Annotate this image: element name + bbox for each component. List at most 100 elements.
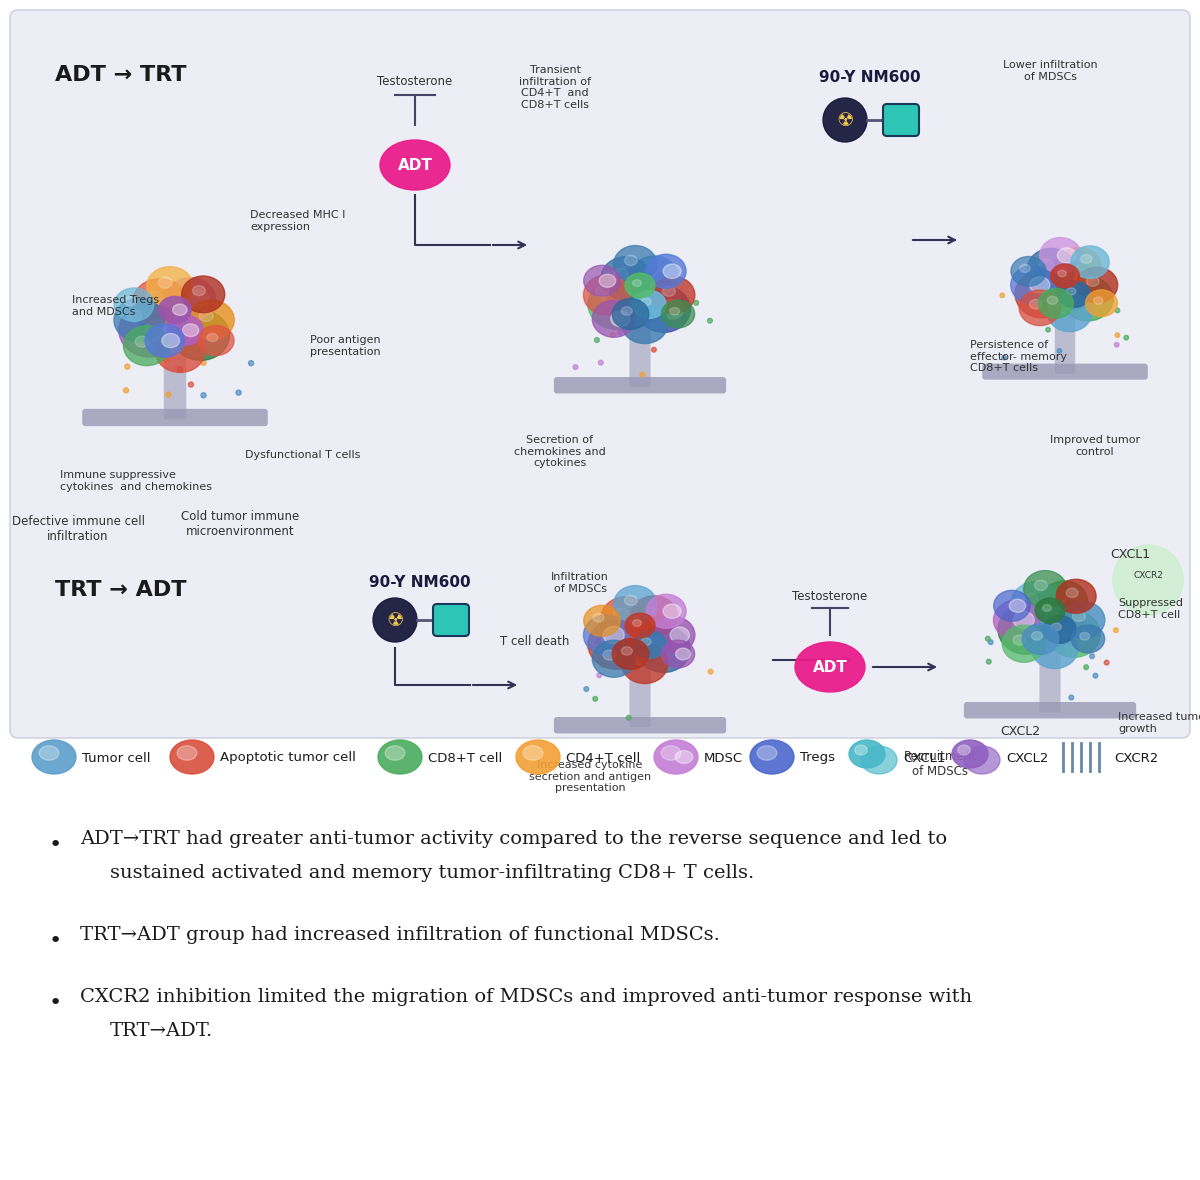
Text: Tumor cell: Tumor cell xyxy=(82,752,150,765)
Text: CXCR2: CXCR2 xyxy=(1114,752,1158,765)
Circle shape xyxy=(617,330,622,335)
Ellipse shape xyxy=(1062,602,1105,638)
FancyBboxPatch shape xyxy=(163,343,186,419)
Text: Increased Tregs
and MDSCs: Increased Tregs and MDSCs xyxy=(72,295,160,316)
Ellipse shape xyxy=(1049,273,1068,287)
Text: 90-Y NM600: 90-Y NM600 xyxy=(370,575,470,590)
Ellipse shape xyxy=(862,746,898,774)
Ellipse shape xyxy=(654,740,698,774)
Circle shape xyxy=(640,372,644,376)
Ellipse shape xyxy=(635,283,665,307)
Ellipse shape xyxy=(958,745,971,755)
Ellipse shape xyxy=(1056,579,1096,614)
Ellipse shape xyxy=(1010,256,1046,286)
Circle shape xyxy=(596,640,601,644)
Ellipse shape xyxy=(612,299,649,329)
Ellipse shape xyxy=(1039,237,1081,273)
Text: CD8+T cell: CD8+T cell xyxy=(428,752,503,765)
Ellipse shape xyxy=(643,267,656,277)
Ellipse shape xyxy=(637,286,690,333)
Ellipse shape xyxy=(624,596,637,605)
Ellipse shape xyxy=(1024,594,1038,605)
Ellipse shape xyxy=(516,740,560,774)
Text: 90-Y NM600: 90-Y NM600 xyxy=(820,70,920,85)
Ellipse shape xyxy=(664,264,682,278)
Circle shape xyxy=(1124,335,1128,340)
Ellipse shape xyxy=(632,290,666,319)
Ellipse shape xyxy=(1066,288,1075,295)
Ellipse shape xyxy=(1012,618,1030,631)
Ellipse shape xyxy=(136,336,149,347)
Ellipse shape xyxy=(167,315,203,346)
Ellipse shape xyxy=(139,290,211,350)
Ellipse shape xyxy=(124,326,170,366)
Ellipse shape xyxy=(1062,276,1114,321)
Circle shape xyxy=(166,392,170,398)
Text: Suppressed
CD8+T cell: Suppressed CD8+T cell xyxy=(1118,598,1183,620)
Circle shape xyxy=(584,687,589,691)
Ellipse shape xyxy=(661,300,695,328)
Ellipse shape xyxy=(1086,276,1099,287)
Circle shape xyxy=(708,669,713,674)
Ellipse shape xyxy=(124,296,136,306)
Ellipse shape xyxy=(593,614,604,622)
Ellipse shape xyxy=(385,746,404,760)
Ellipse shape xyxy=(1080,632,1090,640)
Ellipse shape xyxy=(1061,623,1076,636)
Circle shape xyxy=(626,715,631,720)
Circle shape xyxy=(1114,628,1118,632)
Ellipse shape xyxy=(158,277,173,288)
Circle shape xyxy=(200,393,206,398)
Ellipse shape xyxy=(631,256,678,296)
Ellipse shape xyxy=(168,341,182,353)
FancyBboxPatch shape xyxy=(554,378,726,393)
Text: ADT→TRT had greater anti-tumor activity compared to the reverse sequence and led: ADT→TRT had greater anti-tumor activity … xyxy=(80,830,947,848)
Text: CXCL2: CXCL2 xyxy=(1006,752,1049,765)
Circle shape xyxy=(1058,631,1063,636)
Ellipse shape xyxy=(1056,248,1102,286)
Circle shape xyxy=(611,333,616,337)
Ellipse shape xyxy=(126,309,142,322)
Ellipse shape xyxy=(625,614,655,638)
Ellipse shape xyxy=(1076,267,1117,303)
Circle shape xyxy=(163,358,168,362)
Ellipse shape xyxy=(523,746,542,760)
Circle shape xyxy=(188,382,193,387)
Circle shape xyxy=(650,632,655,637)
Ellipse shape xyxy=(1030,277,1050,293)
Ellipse shape xyxy=(612,638,649,669)
Circle shape xyxy=(1104,661,1109,666)
Circle shape xyxy=(1115,308,1120,313)
Circle shape xyxy=(1002,355,1007,360)
Circle shape xyxy=(373,598,418,642)
Ellipse shape xyxy=(1019,290,1061,326)
Circle shape xyxy=(1090,654,1094,658)
Ellipse shape xyxy=(1075,288,1091,301)
Ellipse shape xyxy=(599,274,616,287)
Circle shape xyxy=(175,366,180,371)
Circle shape xyxy=(989,640,994,644)
Ellipse shape xyxy=(595,286,610,296)
Text: Lower infiltration
of MDSCs: Lower infiltration of MDSCs xyxy=(1003,60,1097,81)
Ellipse shape xyxy=(1027,248,1075,290)
Text: •: • xyxy=(48,931,61,951)
Ellipse shape xyxy=(796,642,865,691)
Circle shape xyxy=(601,650,606,655)
Ellipse shape xyxy=(1034,581,1048,590)
Text: Improved tumor
control: Improved tumor control xyxy=(1050,435,1140,457)
Ellipse shape xyxy=(173,304,187,315)
Ellipse shape xyxy=(632,630,666,658)
Ellipse shape xyxy=(646,254,686,288)
Text: CD4+T cell: CD4+T cell xyxy=(566,752,641,765)
Ellipse shape xyxy=(1057,248,1076,263)
Ellipse shape xyxy=(119,303,180,356)
Ellipse shape xyxy=(114,288,154,321)
Ellipse shape xyxy=(613,608,629,620)
Ellipse shape xyxy=(199,310,214,321)
Ellipse shape xyxy=(593,641,636,677)
Ellipse shape xyxy=(623,622,643,637)
Ellipse shape xyxy=(1052,591,1067,603)
Ellipse shape xyxy=(32,740,76,774)
Ellipse shape xyxy=(613,245,656,283)
Ellipse shape xyxy=(146,267,193,307)
